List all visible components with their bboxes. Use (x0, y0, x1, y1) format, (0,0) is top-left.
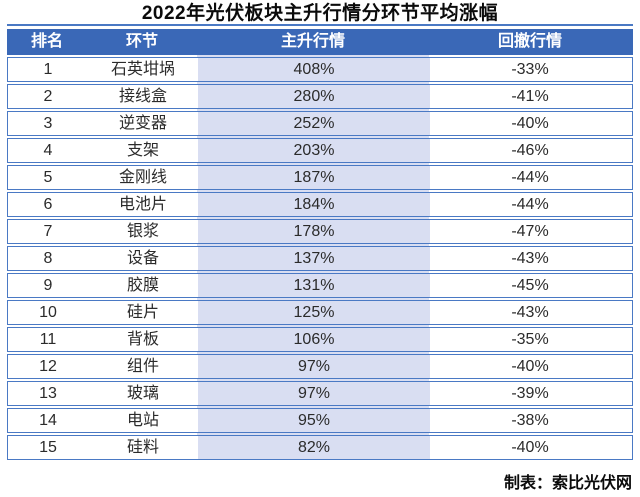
table-row: 7 银浆 178% -47% (7, 219, 633, 244)
rank-cell: 8 (8, 247, 88, 270)
rank-cell: 15 (8, 436, 88, 459)
rank-cell: 11 (8, 328, 88, 351)
rank-cell: 4 (8, 139, 88, 162)
segment-cell: 银浆 (88, 220, 198, 243)
column-header-segment: 环节 (125, 33, 158, 50)
main-rally-cell: 97% (198, 382, 430, 405)
drawdown-cell: -35% (430, 328, 630, 351)
main-rally-cell: 408% (198, 58, 430, 81)
table-row: 15 硅料 82% -40% (7, 435, 633, 460)
page-title: 2022年光伏板块主升行情分环节平均涨幅 (141, 3, 499, 24)
drawdown-cell: -44% (430, 193, 630, 216)
ranking-table: 排名 环节 主升行情 回撤行情 1 石英坩埚 408% -33% 2 接线盒 2… (7, 24, 633, 460)
main-rally-cell: 252% (198, 112, 430, 135)
segment-cell: 硅料 (88, 436, 198, 459)
segment-cell: 玻璃 (88, 382, 198, 405)
drawdown-cell: -40% (430, 355, 630, 378)
table-row: 10 硅片 125% -43% (7, 300, 633, 325)
main-rally-cell: 97% (198, 355, 430, 378)
segment-cell: 设备 (88, 247, 198, 270)
rank-cell: 10 (8, 301, 88, 324)
rank-cell: 5 (8, 166, 88, 189)
drawdown-cell: -39% (430, 382, 630, 405)
column-header-rank: 排名 (30, 33, 63, 50)
table-header-row: 排名 环节 主升行情 回撤行情 (7, 29, 633, 55)
segment-cell: 金刚线 (88, 166, 198, 189)
drawdown-cell: -43% (430, 301, 630, 324)
main-rally-cell: 178% (198, 220, 430, 243)
table-row: 4 支架 203% -46% (7, 138, 633, 163)
main-rally-cell: 82% (198, 436, 430, 459)
drawdown-cell: -40% (430, 436, 630, 459)
segment-cell: 接线盒 (88, 85, 198, 108)
drawdown-cell: -33% (430, 58, 630, 81)
segment-cell: 背板 (88, 328, 198, 351)
segment-cell: 硅片 (88, 301, 198, 324)
rank-cell: 7 (8, 220, 88, 243)
rank-cell: 13 (8, 382, 88, 405)
main-rally-cell: 137% (198, 247, 430, 270)
segment-cell: 组件 (88, 355, 198, 378)
rank-cell: 6 (8, 193, 88, 216)
drawdown-cell: -41% (430, 85, 630, 108)
main-rally-cell: 131% (198, 274, 430, 297)
main-rally-cell: 187% (198, 166, 430, 189)
table-row: 5 金刚线 187% -44% (7, 165, 633, 190)
drawdown-cell: -43% (430, 247, 630, 270)
segment-cell: 胶膜 (88, 274, 198, 297)
table-body: 1 石英坩埚 408% -33% 2 接线盒 280% -41% 3 逆变器 2… (7, 57, 633, 460)
segment-cell: 电站 (88, 409, 198, 432)
drawdown-cell: -46% (430, 139, 630, 162)
segment-cell: 逆变器 (88, 112, 198, 135)
rank-cell: 2 (8, 85, 88, 108)
table-row: 1 石英坩埚 408% -33% (7, 57, 633, 82)
table-row: 8 设备 137% -43% (7, 246, 633, 271)
drawdown-cell: -45% (430, 274, 630, 297)
main-rally-cell: 95% (198, 409, 430, 432)
drawdown-cell: -47% (430, 220, 630, 243)
main-rally-cell: 106% (198, 328, 430, 351)
drawdown-cell: -40% (430, 112, 630, 135)
rank-cell: 14 (8, 409, 88, 432)
drawdown-cell: -38% (430, 409, 630, 432)
segment-cell: 石英坩埚 (88, 58, 198, 81)
segment-cell: 电池片 (88, 193, 198, 216)
table-row: 13 玻璃 97% -39% (7, 381, 633, 406)
table-row: 6 电池片 184% -44% (7, 192, 633, 217)
main-rally-cell: 184% (198, 193, 430, 216)
main-rally-cell: 125% (198, 301, 430, 324)
table-row: 11 背板 106% -35% (7, 327, 633, 352)
segment-cell: 支架 (88, 139, 198, 162)
table-row: 14 电站 95% -38% (7, 408, 633, 433)
column-header-drawdown: 回撤行情 (497, 33, 562, 50)
rank-cell: 1 (8, 58, 88, 81)
rank-cell: 3 (8, 112, 88, 135)
table-row: 9 胶膜 131% -45% (7, 273, 633, 298)
table-row: 3 逆变器 252% -40% (7, 111, 633, 136)
credit-label: 制表：索比光伏网 (503, 475, 632, 492)
table-row: 12 组件 97% -40% (7, 354, 633, 379)
column-header-main-rally: 主升行情 (280, 33, 345, 50)
main-rally-cell: 203% (198, 139, 430, 162)
drawdown-cell: -44% (430, 166, 630, 189)
main-rally-cell: 280% (198, 85, 430, 108)
table-top-rule (7, 24, 633, 26)
rank-cell: 9 (8, 274, 88, 297)
table-row: 2 接线盒 280% -41% (7, 84, 633, 109)
rank-cell: 12 (8, 355, 88, 378)
